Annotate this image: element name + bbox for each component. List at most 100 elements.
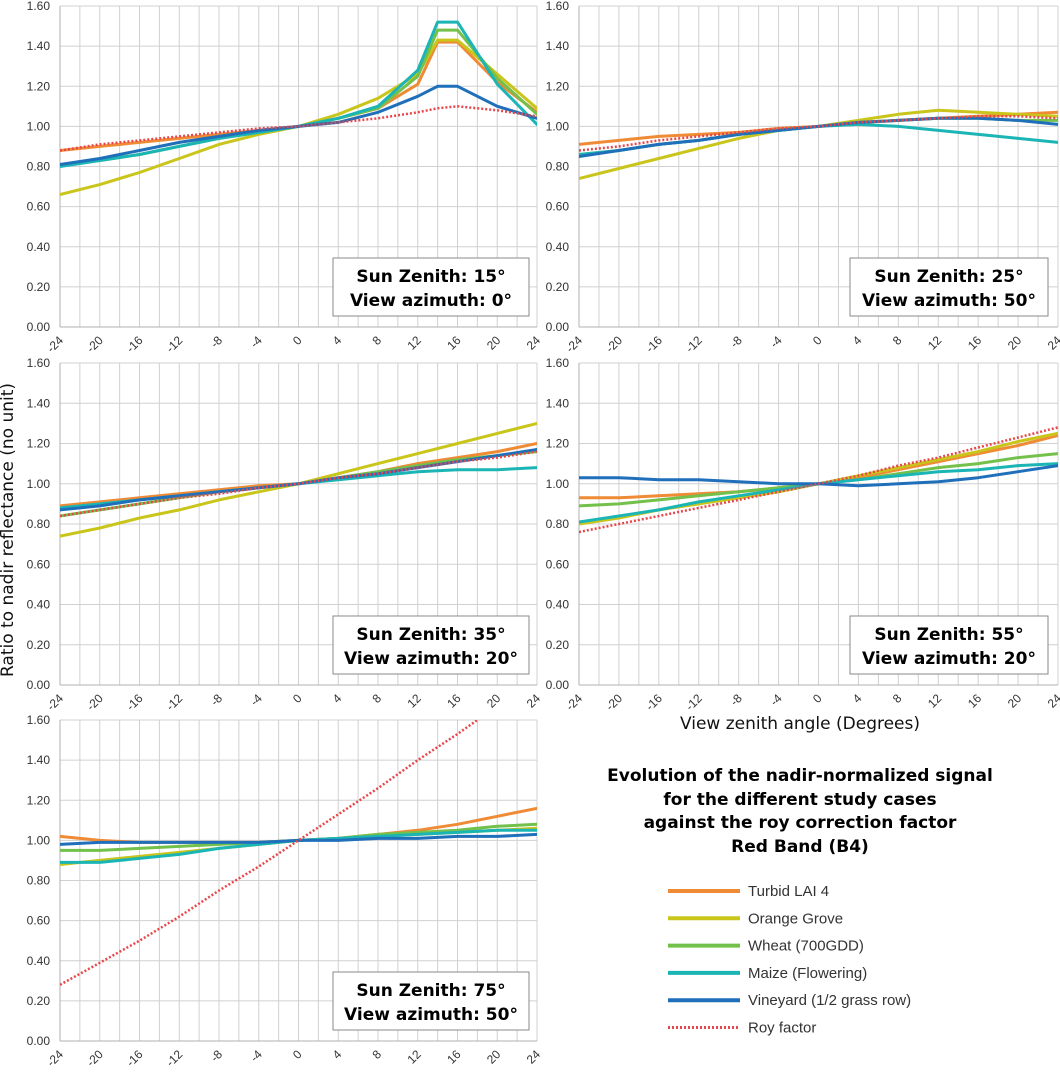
y-tick-label: 0.60	[27, 914, 51, 928]
y-tick-label: 0.00	[27, 678, 51, 692]
y-tick-label: 0.40	[27, 598, 51, 612]
x-tick-label: 20	[484, 333, 504, 353]
x-tick-label: 12	[405, 1047, 425, 1067]
chart-panel: 0.000.200.400.600.801.001.201.401.60-24-…	[27, 0, 544, 355]
y-tick-label: 0.40	[27, 240, 51, 254]
y-tick-label: 0.80	[27, 874, 51, 888]
series-line	[579, 115, 1058, 152]
x-tick-label: -20	[84, 1047, 106, 1069]
legend-label: Orange Grove	[748, 910, 843, 927]
y-tick-label: 0.80	[546, 160, 570, 174]
x-tick-label: 4	[850, 691, 865, 706]
y-tick-label: 0.20	[27, 280, 51, 294]
series-group	[579, 108, 1058, 180]
figure-title: Evolution of the nadir-normalized signal…	[607, 766, 993, 857]
y-tick-label: 0.60	[27, 557, 51, 571]
series-group	[60, 20, 537, 197]
x-tick-label: 8	[890, 333, 905, 348]
chart-panel: 0.000.200.400.600.801.001.201.401.60-24-…	[27, 713, 544, 1069]
chart-panel: 0.000.200.400.600.801.001.201.401.60-24-…	[27, 356, 544, 713]
x-tick-label: -8	[727, 333, 745, 351]
x-tick-label: -12	[163, 1047, 185, 1069]
x-tick-label: -4	[767, 333, 785, 351]
title-line: Red Band (B4)	[731, 837, 869, 857]
legend-label: Roy factor	[748, 1020, 816, 1037]
x-tick-label: 20	[484, 1047, 504, 1067]
x-tick-label: 16	[444, 1047, 464, 1067]
title-line: for the different study cases	[663, 790, 936, 810]
panel-label-line: Sun Zenith: 75°	[356, 981, 505, 1001]
panel-label-line: Sun Zenith: 55°	[874, 625, 1023, 645]
legend-label: Wheat (700GDD)	[748, 938, 864, 955]
x-tick-label: -16	[643, 333, 665, 355]
y-tick-label: 1.60	[27, 0, 51, 13]
x-tick-label: 24	[524, 1047, 544, 1067]
y-tick-label: 1.60	[546, 356, 570, 370]
x-tick-label: -8	[208, 691, 226, 709]
legend: Turbid LAI 4 Orange Grove Wheat (700GDD) Ma…	[668, 883, 911, 1037]
x-tick-label: 16	[444, 333, 464, 353]
x-tick-label: 0	[810, 333, 825, 348]
x-tick-label: -24	[563, 333, 585, 355]
panel-label-line: View azimuth: 50°	[862, 291, 1036, 311]
y-tick-label: 0.40	[546, 240, 570, 254]
y-tick-label: 1.00	[546, 477, 570, 491]
x-tick-label: 12	[925, 691, 945, 711]
chart-panel: 0.000.200.400.600.801.001.201.401.60-24-…	[546, 0, 1060, 355]
title-line: Evolution of the nadir-normalized signal	[607, 766, 993, 786]
x-tick-label: -24	[44, 333, 66, 355]
x-tick-label: -4	[247, 333, 265, 351]
x-tick-label: 16	[965, 691, 985, 711]
y-tick-label: 0.80	[27, 160, 51, 174]
y-tick-label: 1.40	[27, 39, 51, 53]
panel-label-line: Sun Zenith: 25°	[874, 267, 1023, 287]
x-tick-label: 12	[405, 691, 425, 711]
y-tick-label: 0.40	[27, 954, 51, 968]
y-tick-label: 1.40	[27, 396, 51, 410]
y-tick-label: 1.40	[546, 39, 570, 53]
x-tick-label: 24	[1045, 333, 1060, 353]
y-tick-label: 0.00	[27, 320, 51, 334]
x-tick-label: -20	[603, 691, 625, 713]
legend-label: Maize (Flowering)	[748, 965, 867, 982]
y-tick-label: 1.40	[27, 753, 51, 767]
x-tick-label: -8	[208, 333, 226, 351]
y-tick-label: 0.00	[27, 1034, 51, 1048]
panel-label-line: View azimuth: 20°	[344, 649, 518, 669]
panel-label-box	[332, 615, 530, 675]
x-tick-label: 8	[369, 333, 384, 348]
x-tick-label: -20	[84, 333, 106, 355]
y-tick-label: 0.60	[27, 200, 51, 214]
panel-label-box	[849, 615, 1049, 675]
x-tick-label: 20	[484, 691, 504, 711]
y-tick-label: 1.40	[546, 396, 570, 410]
x-tick-label: 12	[405, 333, 425, 353]
legend-label: Turbid LAI 4	[748, 883, 829, 900]
panel-label-box	[332, 971, 530, 1031]
y-tick-label: 0.20	[546, 638, 570, 652]
x-tick-label: -16	[123, 333, 145, 355]
y-tick-label: 1.20	[27, 79, 51, 93]
y-tick-label: 0.60	[546, 200, 570, 214]
x-tick-label: 24	[524, 333, 544, 353]
y-tick-label: 0.40	[546, 598, 570, 612]
series-group	[60, 421, 537, 538]
y-tick-label: 1.20	[27, 793, 51, 807]
chart-panel: 0.000.200.400.600.801.001.201.401.60-24-…	[546, 356, 1060, 713]
x-tick-label: 12	[925, 333, 945, 353]
x-tick-label: -8	[208, 1047, 226, 1065]
x-tick-label: 4	[330, 1047, 345, 1062]
panel-label-line: Sun Zenith: 35°	[356, 625, 505, 645]
x-tick-label: 0	[810, 691, 825, 706]
x-tick-label: 24	[1045, 691, 1060, 711]
x-tick-label: -12	[683, 691, 705, 713]
legend-label: Vineyard (1/2 grass row)	[748, 992, 911, 1009]
x-tick-label: 8	[369, 691, 384, 706]
y-tick-label: 1.60	[27, 713, 51, 727]
x-tick-label: 16	[965, 333, 985, 353]
x-tick-label: -24	[44, 691, 66, 713]
x-tick-label: 4	[850, 333, 865, 348]
panel-label-line: View azimuth: 50°	[344, 1005, 518, 1025]
x-tick-label: 16	[444, 691, 464, 711]
x-tick-label: 8	[369, 1047, 384, 1062]
